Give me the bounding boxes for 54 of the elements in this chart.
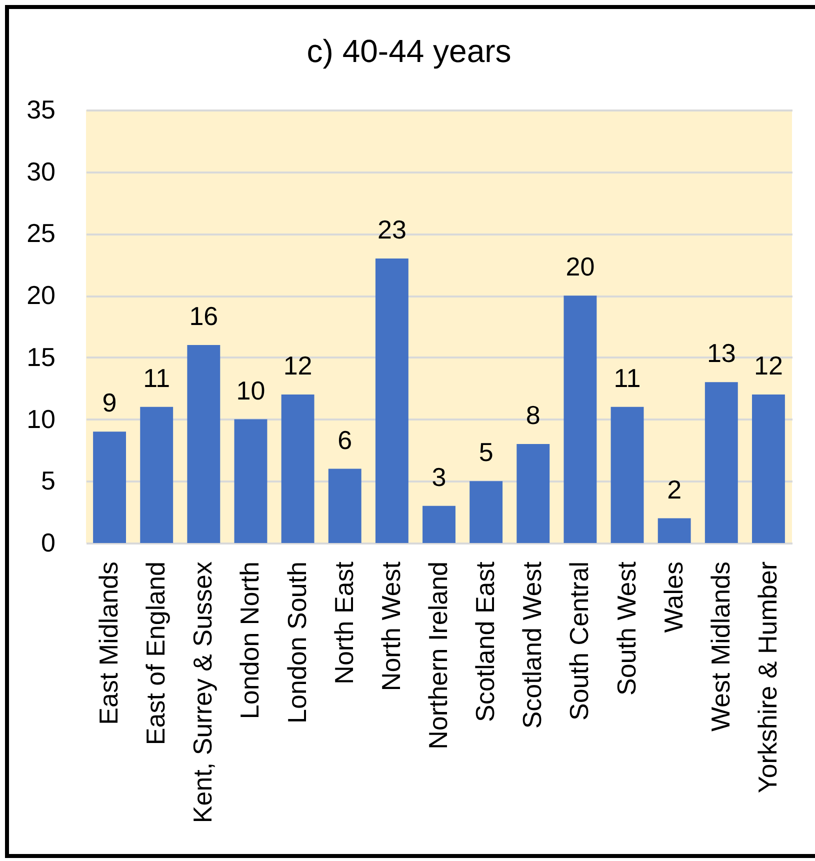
data-label: 5 xyxy=(478,437,494,468)
x-tick-label: West Midlands xyxy=(705,562,736,732)
x-tick-label: East Midlands xyxy=(94,562,124,725)
bar xyxy=(140,406,174,543)
bar xyxy=(610,406,644,543)
data-label: 11 xyxy=(143,362,170,393)
x-tick-label: Kent, Surrey & Sussex xyxy=(188,562,218,824)
x-tick-label: Yorkshire & Humber xyxy=(752,561,782,794)
data-label: 12 xyxy=(283,350,312,381)
x-tick-label: North West xyxy=(376,560,406,692)
y-tick-label: 5 xyxy=(41,466,56,496)
y-tick-label: 20 xyxy=(26,280,56,310)
bar xyxy=(658,518,691,543)
y-tick-label: 10 xyxy=(26,404,56,434)
data-label: 23 xyxy=(377,214,406,244)
y-tick-label: 15 xyxy=(26,342,56,372)
data-label: 12 xyxy=(754,350,783,381)
x-tick-label: Wales xyxy=(658,562,688,633)
data-label: 2 xyxy=(667,474,682,504)
bar xyxy=(234,419,268,543)
bar xyxy=(93,432,126,543)
x-tick-label: South Central xyxy=(564,562,594,720)
x-tick-label: London South xyxy=(282,562,312,724)
bar xyxy=(516,444,550,543)
bar xyxy=(704,382,738,543)
bar xyxy=(422,506,456,543)
y-tick-label: 25 xyxy=(26,218,56,248)
data-label: 8 xyxy=(526,400,540,430)
data-label: 10 xyxy=(236,375,266,406)
data-label: 13 xyxy=(706,338,736,368)
bar xyxy=(752,394,785,543)
y-tick-label: 0 xyxy=(41,528,56,558)
data-label: 16 xyxy=(189,301,218,332)
y-tick-label: 35 xyxy=(26,94,56,124)
data-label: 3 xyxy=(432,462,446,492)
bar xyxy=(187,345,220,543)
x-tick-label: Scotland West xyxy=(517,560,548,729)
x-tick-label: South West xyxy=(611,560,642,696)
bar xyxy=(470,481,503,543)
x-tick-label: East of England xyxy=(140,562,171,746)
bar xyxy=(375,258,408,543)
x-tick-label: London North xyxy=(234,562,265,720)
bar xyxy=(328,468,362,543)
data-label: 20 xyxy=(566,252,595,282)
chart-title: c) 40-44 years xyxy=(306,33,512,69)
x-tick-label: North East xyxy=(328,560,359,684)
data-label: 9 xyxy=(102,388,117,418)
data-label: 11 xyxy=(614,362,641,393)
x-tick-label: Scotland East xyxy=(470,560,500,722)
bar xyxy=(281,394,314,543)
x-tick-label: Northern Ireland xyxy=(423,562,453,750)
data-label: 6 xyxy=(338,424,352,455)
y-tick-label: 30 xyxy=(26,156,56,186)
bar xyxy=(564,296,597,543)
